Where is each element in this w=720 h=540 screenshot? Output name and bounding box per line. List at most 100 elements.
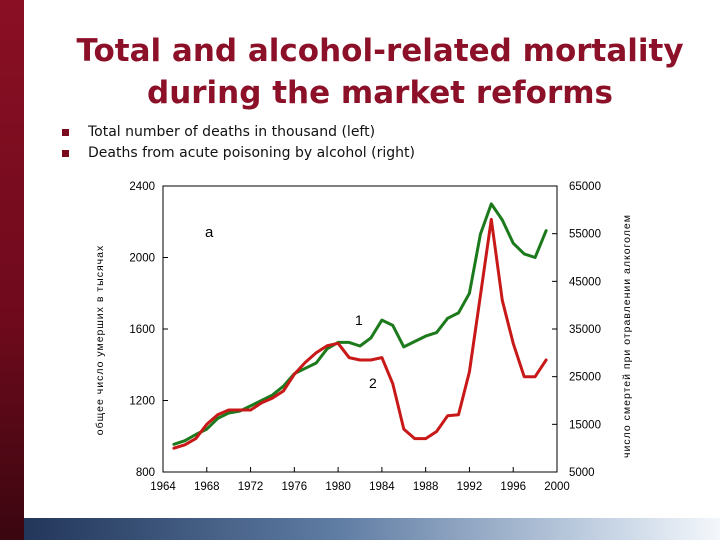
series-1-point (523, 252, 526, 256)
series-2-point (512, 342, 515, 345)
x-tick-label: 1988 (413, 481, 439, 493)
y-tick-label-right: 5000 (569, 467, 595, 479)
series-2-point (227, 408, 230, 412)
series-1-point (347, 341, 351, 344)
bullet-text-total-deaths: Total number of deaths in thousand (left… (88, 124, 376, 140)
series-2-point (380, 356, 384, 359)
y-tick-label-left: 1200 (129, 396, 155, 408)
y-tick-label-left: 1600 (129, 324, 155, 336)
series-1-point (358, 344, 362, 348)
series-1-point (413, 340, 416, 343)
series-1-point (512, 242, 515, 245)
series-2-point (293, 373, 296, 376)
x-tick-label: 1968 (194, 481, 220, 493)
y-tick-label-right: 25000 (569, 372, 601, 384)
square-bullet-icon (62, 129, 69, 136)
series-1-point (227, 411, 230, 415)
series-2-point (533, 375, 537, 378)
series-1-point (304, 367, 307, 370)
series-2-point (402, 427, 405, 431)
series-1-point (457, 311, 460, 315)
series-2-point (358, 358, 362, 362)
series-annotation-1: 1 (355, 312, 363, 328)
y-axis-label-left: общее число умерших в тысячах (94, 245, 106, 435)
series-2-point (369, 358, 373, 362)
series-annotation-2: 2 (369, 375, 377, 391)
series-2-point (501, 299, 504, 302)
series-1-point (380, 318, 384, 322)
y-tick-label-right: 45000 (569, 276, 601, 288)
series-2-point (479, 294, 482, 297)
x-tick-label: 1980 (325, 481, 351, 493)
series-1-point (479, 233, 482, 236)
series-1-point (391, 324, 394, 327)
y-tick-label-left: 800 (136, 467, 155, 479)
series-2-point (183, 443, 187, 446)
series-1-point (490, 202, 493, 206)
y-tick-label-left: 2400 (129, 181, 155, 193)
series-1-point (282, 385, 285, 388)
sidebar-accent-bar (0, 0, 24, 540)
series-1-point (172, 443, 176, 446)
series-2-point (282, 389, 285, 393)
series-2-point (435, 430, 438, 433)
series-lines-group (172, 202, 548, 450)
bullet-item-alcohol-deaths: Deaths from acute poisoning by alcohol (… (62, 143, 415, 164)
series-2-point (446, 414, 449, 417)
square-bullet-icon (62, 150, 69, 157)
series-1-point (402, 345, 405, 349)
series-2-point (523, 375, 526, 378)
y-tick-label-right: 55000 (569, 229, 601, 241)
series-1-point (271, 393, 274, 397)
series-1-point (183, 439, 187, 442)
x-tick-label: 1996 (500, 481, 526, 493)
series-1-point (315, 361, 318, 365)
series-2-point (424, 437, 427, 440)
series-2-point (172, 447, 176, 450)
y-tick-label-right: 35000 (569, 324, 601, 336)
y-tick-label-left: 2000 (129, 253, 155, 265)
axis-ticks-group: 1964 1968 1972 1976 1980 1984 1988 1992 1996 2000… (129, 181, 601, 493)
series-2-point (216, 413, 219, 416)
series-2-point (304, 361, 307, 364)
series-2-point (391, 382, 394, 385)
series-2-point (490, 218, 493, 221)
series-1-point (194, 433, 197, 436)
series-2-point (205, 423, 208, 426)
series-1-point (249, 404, 252, 408)
series-1-point (435, 331, 438, 334)
bullet-text-alcohol-deaths: Deaths from acute poisoning by alcohol (… (88, 145, 415, 161)
series-2-point (468, 370, 471, 374)
series-2-point (413, 437, 416, 440)
series-2-point (457, 413, 460, 416)
y-axis-label-right: число смертей при отравлении алкоголем (621, 214, 633, 458)
series-1-point (424, 334, 427, 338)
series-2-point (238, 408, 241, 412)
plot-frame (162, 185, 558, 473)
series-2-point (544, 358, 548, 362)
series-1-point (205, 427, 208, 431)
x-tick-label: 1972 (238, 481, 264, 493)
series-1-point (533, 256, 537, 259)
series-2-point (347, 356, 351, 359)
series-1-point (216, 417, 219, 420)
bullet-list: Total number of deaths in thousand (left… (62, 122, 415, 164)
y-tick-label-right: 15000 (569, 419, 601, 431)
bullet-item-total-deaths: Total number of deaths in thousand (left… (62, 122, 415, 143)
series-2-point (271, 396, 274, 400)
series-2-point (260, 401, 263, 405)
footer-gradient-bar (24, 518, 720, 540)
x-tick-label: 1976 (282, 481, 308, 493)
series-2-point (194, 437, 197, 440)
series-2-point (315, 351, 318, 354)
series-2-point (336, 342, 340, 345)
x-tick-label: 1964 (150, 481, 176, 493)
series-2-point (326, 344, 329, 347)
series-1-point (369, 336, 373, 340)
series-1-point (326, 347, 329, 350)
x-tick-label: 2000 (544, 481, 570, 493)
y-tick-label-right: 65000 (569, 181, 601, 193)
series-1-point (544, 229, 548, 232)
panel-label: a (205, 224, 214, 241)
